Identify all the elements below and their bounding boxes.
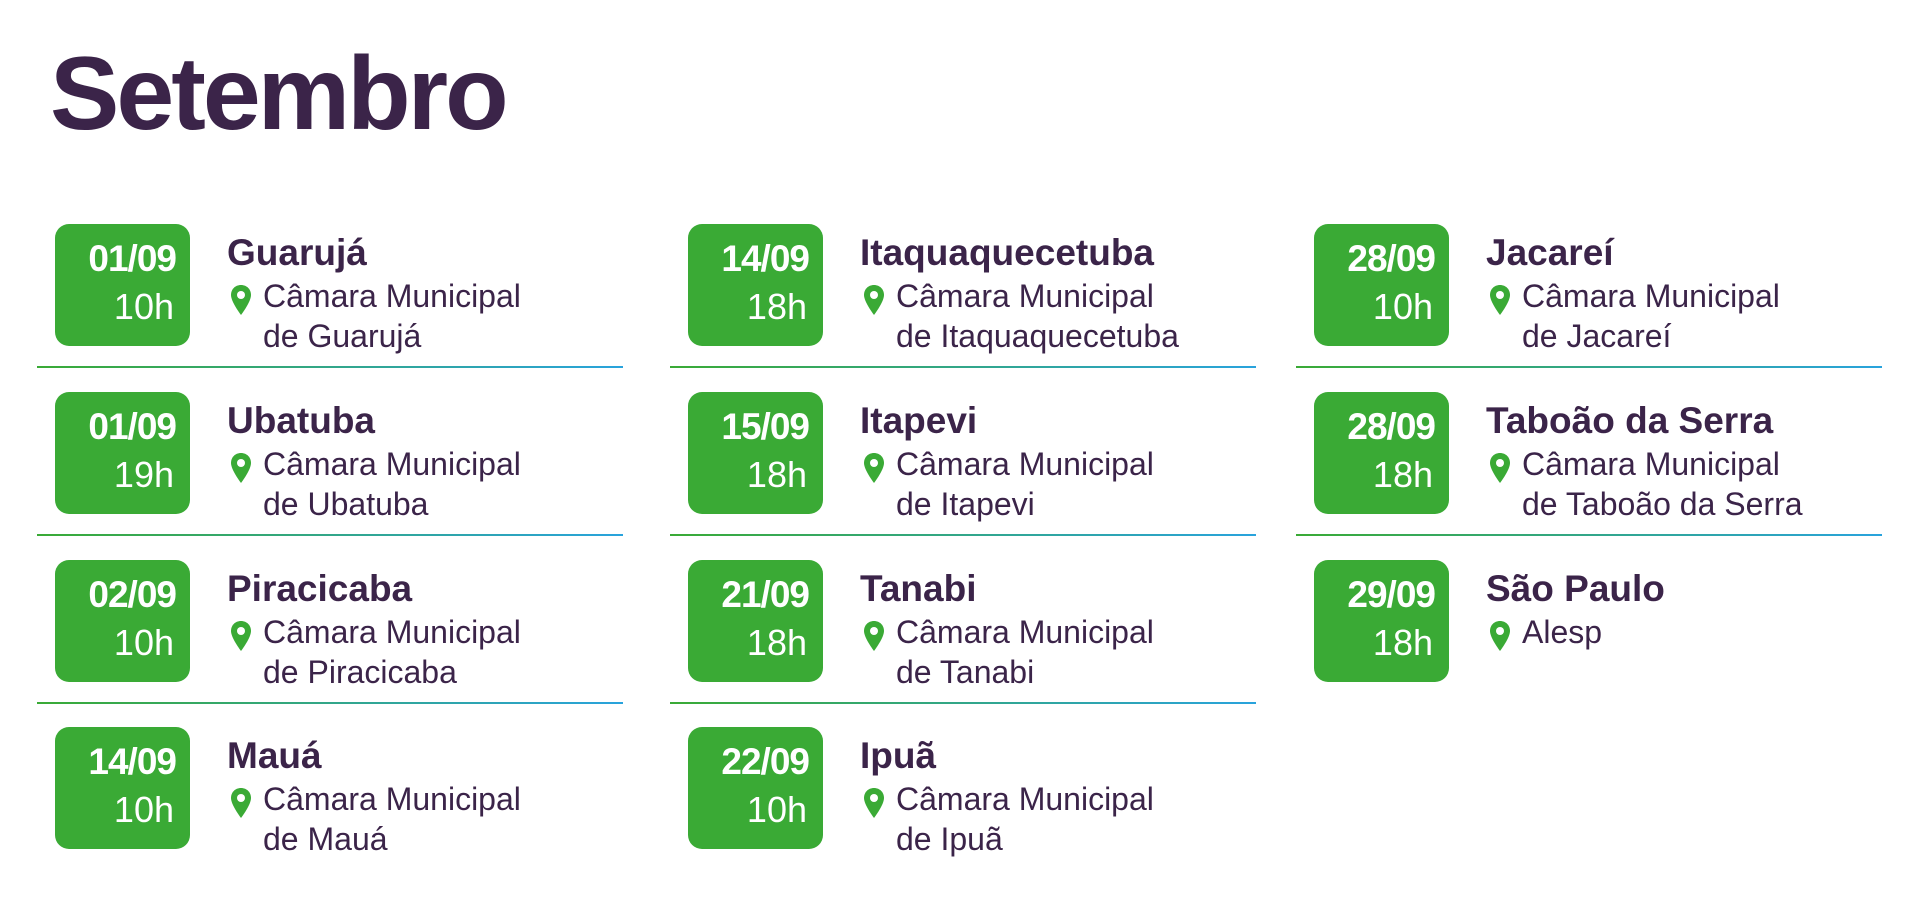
event-item: 01/09 19h Ubatuba Câmara Municipal de Ub… <box>37 392 645 560</box>
event-time: 10h <box>113 789 174 830</box>
event-item: 14/09 10h Mauá Câmara Municipal de Mauá <box>55 727 645 895</box>
event-date: 29/09 <box>1347 574 1436 615</box>
map-pin-icon <box>864 621 884 651</box>
date-badge: 01/09 10h <box>55 224 190 346</box>
map-pin-icon <box>864 285 884 315</box>
divider <box>37 702 623 704</box>
event-time: 18h <box>1372 454 1433 495</box>
event-date: 01/09 <box>88 238 177 279</box>
divider <box>1296 366 1882 368</box>
event-city: Mauá <box>227 735 322 776</box>
map-pin-icon <box>1490 285 1510 315</box>
event-item: 22/09 10h Ipuã Câmara Municipal de Ipuã <box>688 727 1278 895</box>
event-item: 29/09 18h São Paulo Alesp <box>1314 560 1904 728</box>
date-badge: 29/09 18h <box>1314 560 1449 682</box>
event-location: Câmara Municipal de Itaquaquecetuba <box>896 278 1179 354</box>
divider <box>670 702 1256 704</box>
date-badge: 01/09 19h <box>55 392 190 514</box>
map-pin-icon <box>1490 621 1510 651</box>
date-badge: 28/09 18h <box>1314 392 1449 514</box>
event-date: 22/09 <box>721 741 810 782</box>
divider <box>670 366 1256 368</box>
map-pin-icon <box>231 453 251 483</box>
event-time: 19h <box>113 454 174 495</box>
event-location: Câmara Municipal de Mauá <box>263 781 521 857</box>
event-date: 14/09 <box>88 741 177 782</box>
map-pin-icon <box>864 453 884 483</box>
event-location: Alesp <box>1522 614 1603 650</box>
event-date: 14/09 <box>721 238 810 279</box>
divider <box>670 534 1256 536</box>
event-date: 28/09 <box>1347 238 1436 279</box>
event-location: Câmara Municipal de Piracicaba <box>263 614 521 690</box>
event-item: 02/09 10h Piracicaba Câmara Municipal de… <box>37 560 645 728</box>
event-location: Câmara Municipal de Tanabi <box>896 614 1154 690</box>
event-item: 28/09 10h Jacareí Câmara Municipal de Ja… <box>1296 224 1904 392</box>
event-city: Tanabi <box>860 568 977 609</box>
event-date: 02/09 <box>88 574 177 615</box>
map-pin-icon <box>231 788 251 818</box>
divider <box>1296 534 1882 536</box>
event-time: 18h <box>746 622 807 663</box>
date-badge: 15/09 18h <box>688 392 823 514</box>
date-badge: 21/09 18h <box>688 560 823 682</box>
date-badge: 22/09 10h <box>688 727 823 849</box>
date-badge: 14/09 18h <box>688 224 823 346</box>
event-city: Itaquaquecetuba <box>860 232 1154 273</box>
event-location: Câmara Municipal de Guarujá <box>263 278 521 354</box>
event-location: Câmara Municipal de Jacareí <box>1522 278 1780 354</box>
date-badge: 28/09 10h <box>1314 224 1449 346</box>
event-city: Ipuã <box>860 735 937 776</box>
event-time: 10h <box>746 789 807 830</box>
event-date: 28/09 <box>1347 406 1436 447</box>
event-city: Jacareí <box>1486 232 1614 273</box>
event-city: Taboão da Serra <box>1486 400 1774 441</box>
event-date: 01/09 <box>88 406 177 447</box>
event-time: 18h <box>1372 622 1433 663</box>
event-item: 15/09 18h Itapevi Câmara Municipal de It… <box>670 392 1278 560</box>
event-date: 21/09 <box>721 574 810 615</box>
event-item: 21/09 18h Tanabi Câmara Municipal de Tan… <box>670 560 1278 728</box>
date-badge: 02/09 10h <box>55 560 190 682</box>
map-pin-icon <box>1490 453 1510 483</box>
event-item: 28/09 18h Taboão da Serra Câmara Municip… <box>1296 392 1904 560</box>
map-pin-icon <box>231 621 251 651</box>
event-city: Guarujá <box>227 232 367 273</box>
event-item: 01/09 10h Guarujá Câmara Municipal de Gu… <box>37 224 645 392</box>
event-city: São Paulo <box>1486 568 1665 609</box>
event-location: Câmara Municipal de Ubatuba <box>263 446 521 522</box>
map-pin-icon <box>864 788 884 818</box>
event-date: 15/09 <box>721 406 810 447</box>
event-location: Câmara Municipal de Itapevi <box>896 446 1154 522</box>
event-location: Câmara Municipal de Ipuã <box>896 781 1154 857</box>
event-city: Itapevi <box>860 400 978 441</box>
date-badge: 14/09 10h <box>55 727 190 849</box>
divider <box>37 366 623 368</box>
event-location: Câmara Municipal de Taboão da Serra <box>1522 446 1803 522</box>
page-title: Setembro <box>50 36 509 152</box>
event-time: 10h <box>113 286 174 327</box>
event-time: 18h <box>746 286 807 327</box>
map-pin-icon <box>231 285 251 315</box>
divider <box>37 534 623 536</box>
event-time: 18h <box>746 454 807 495</box>
event-time: 10h <box>113 622 174 663</box>
event-city: Ubatuba <box>227 400 375 441</box>
event-item: 14/09 18h Itaquaquecetuba Câmara Municip… <box>670 224 1278 392</box>
event-time: 10h <box>1372 286 1433 327</box>
event-city: Piracicaba <box>227 568 413 609</box>
